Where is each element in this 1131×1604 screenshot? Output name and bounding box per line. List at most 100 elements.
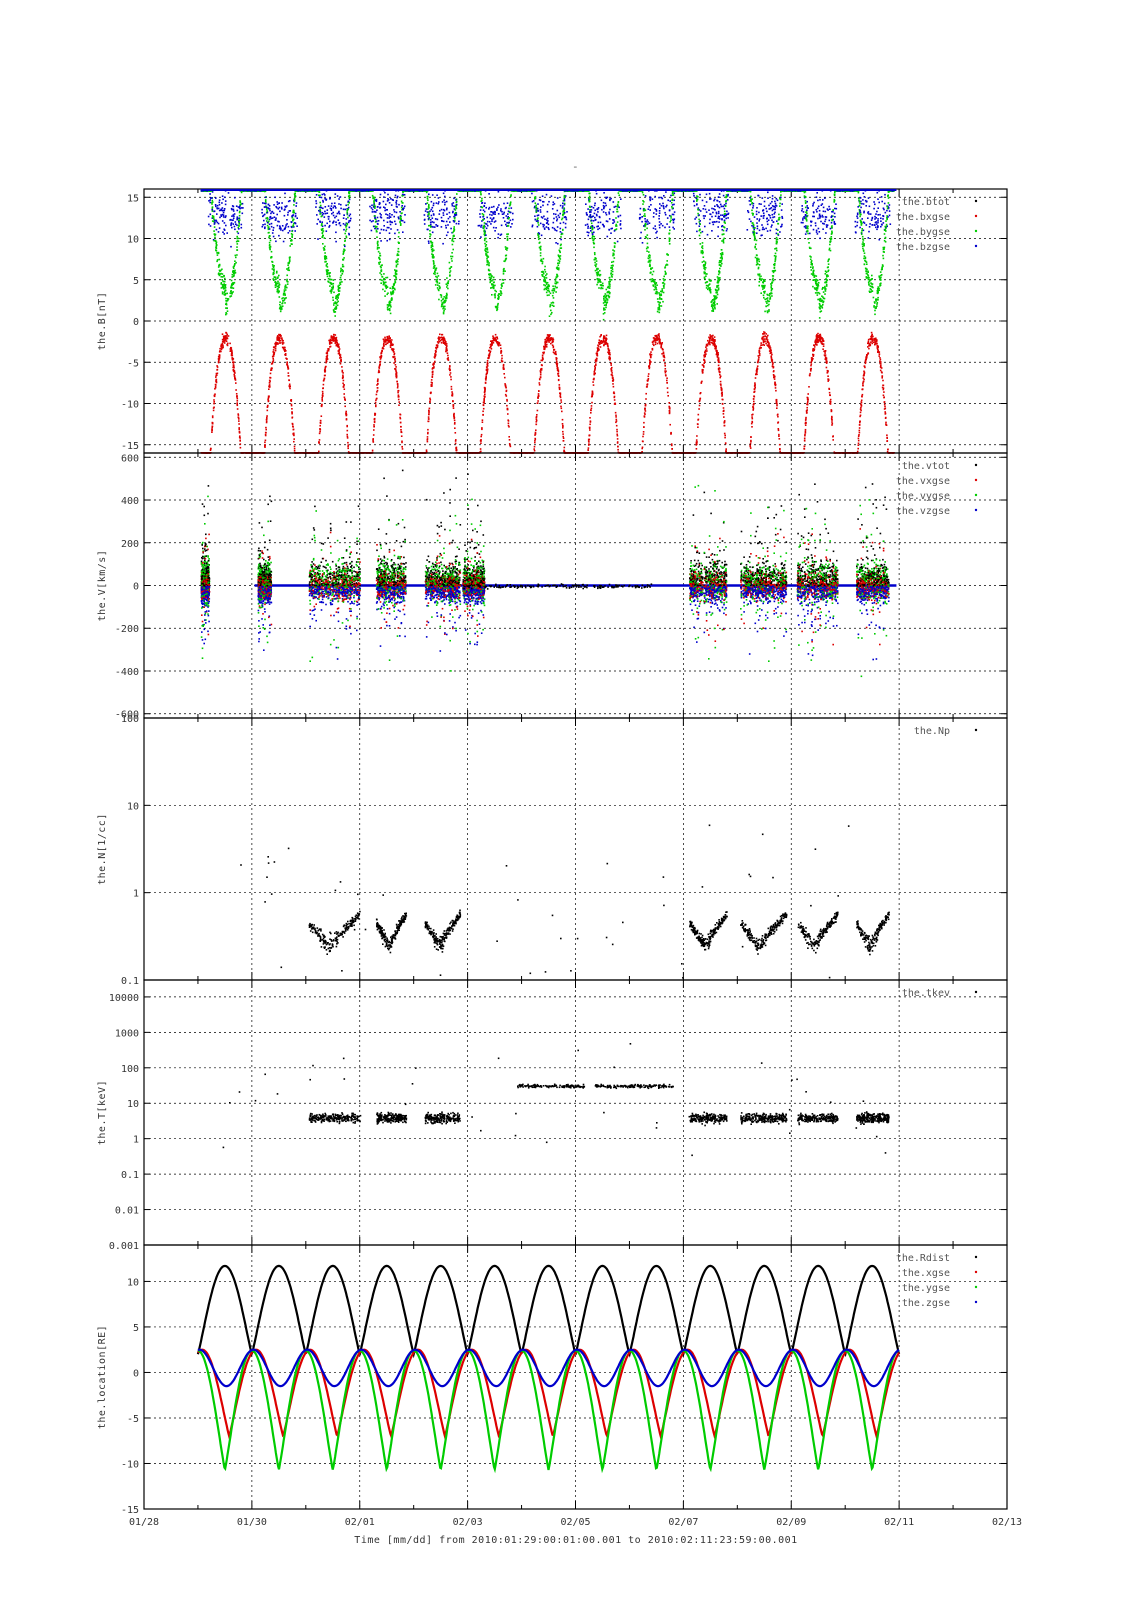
bx-point: [536, 414, 538, 416]
bz-point: [809, 233, 811, 235]
by-point: [438, 299, 440, 301]
by-point: [287, 281, 289, 283]
bx-point: [750, 443, 752, 445]
bx-point: [271, 363, 273, 365]
bz-point: [868, 231, 870, 233]
bz-point: [543, 226, 545, 228]
bz-point: [712, 212, 714, 214]
bz-point: [883, 222, 885, 224]
bz-point: [753, 229, 755, 231]
bz-point: [387, 194, 389, 196]
bx-point: [450, 376, 452, 378]
by-point: [763, 297, 765, 299]
bx-point: [776, 405, 778, 407]
bz-point: [436, 202, 438, 204]
by-point: [862, 236, 864, 238]
bx-point: [439, 334, 441, 336]
bx-point: [453, 414, 455, 416]
by-point: [225, 312, 227, 314]
bz-point: [717, 236, 719, 238]
bx-point: [556, 361, 558, 363]
by-point: [642, 203, 644, 205]
bz-point: [315, 200, 317, 202]
bx-point: [235, 389, 237, 391]
bz-point: [889, 204, 891, 206]
bx-point: [345, 411, 347, 413]
by-point: [555, 278, 557, 280]
by-point: [711, 304, 713, 306]
bz-point: [704, 226, 706, 228]
by-point: [822, 304, 824, 306]
bz-point: [325, 213, 327, 215]
bz-point: [556, 216, 558, 218]
by-point: [323, 230, 325, 232]
bz-point: [831, 222, 833, 224]
bx-point: [708, 337, 710, 339]
bx-point: [267, 410, 269, 412]
bz-point: [327, 209, 329, 211]
bz-point: [719, 201, 721, 203]
bz-point: [565, 223, 567, 225]
by-point: [661, 305, 663, 307]
bz-point: [261, 212, 263, 214]
bz-point: [649, 222, 651, 224]
bz-point: [720, 204, 722, 206]
bx-point: [809, 375, 811, 377]
bx-point: [563, 437, 565, 439]
bx-point: [487, 360, 489, 362]
bx-point: [537, 410, 539, 412]
bz-point: [725, 203, 727, 205]
bz-point: [281, 207, 283, 209]
bz-point: [707, 234, 709, 236]
bz-point: [433, 205, 435, 207]
bz-point: [537, 226, 539, 228]
by-point: [538, 224, 540, 226]
bx-point: [213, 403, 215, 405]
bz-point: [387, 214, 389, 216]
by-point: [337, 305, 339, 307]
bx-point: [373, 434, 375, 436]
by-point: [825, 290, 827, 292]
bz-point: [369, 206, 371, 208]
bz-point: [430, 222, 432, 224]
bx-point: [861, 400, 863, 402]
bx-point: [665, 372, 667, 374]
bx-point: [342, 375, 344, 377]
bz-point: [234, 226, 236, 228]
by-point: [241, 192, 243, 194]
by-point: [661, 288, 663, 290]
bz-point: [324, 211, 326, 213]
bx-point: [765, 343, 767, 345]
bx-point: [434, 361, 436, 363]
bx-point: [427, 441, 429, 443]
by-point: [324, 261, 326, 263]
bx-point: [481, 427, 483, 429]
bx-point: [453, 404, 455, 406]
by-point: [603, 299, 605, 301]
by-point: [372, 195, 374, 197]
bz-point: [431, 201, 433, 203]
bz-point: [721, 206, 723, 208]
bz-point: [802, 219, 804, 221]
by-point: [451, 258, 453, 260]
by-point: [657, 311, 659, 313]
legend-marker: [975, 245, 977, 247]
bz-point: [706, 194, 708, 196]
by-point: [704, 273, 706, 275]
by-point: [331, 279, 333, 281]
bx-point: [811, 363, 813, 365]
bx-point: [294, 448, 296, 450]
bx-point: [561, 401, 563, 403]
bz-point: [609, 213, 611, 215]
bz-point: [605, 205, 607, 207]
by-point: [827, 266, 829, 268]
by-point: [644, 229, 646, 231]
bx-point: [378, 370, 380, 372]
bx-point: [723, 413, 725, 415]
bx-point: [723, 416, 725, 418]
bz-point: [723, 195, 725, 197]
by-point: [505, 255, 507, 257]
by-point: [239, 215, 241, 217]
bz-point: [337, 195, 339, 197]
bx-point: [558, 379, 560, 381]
